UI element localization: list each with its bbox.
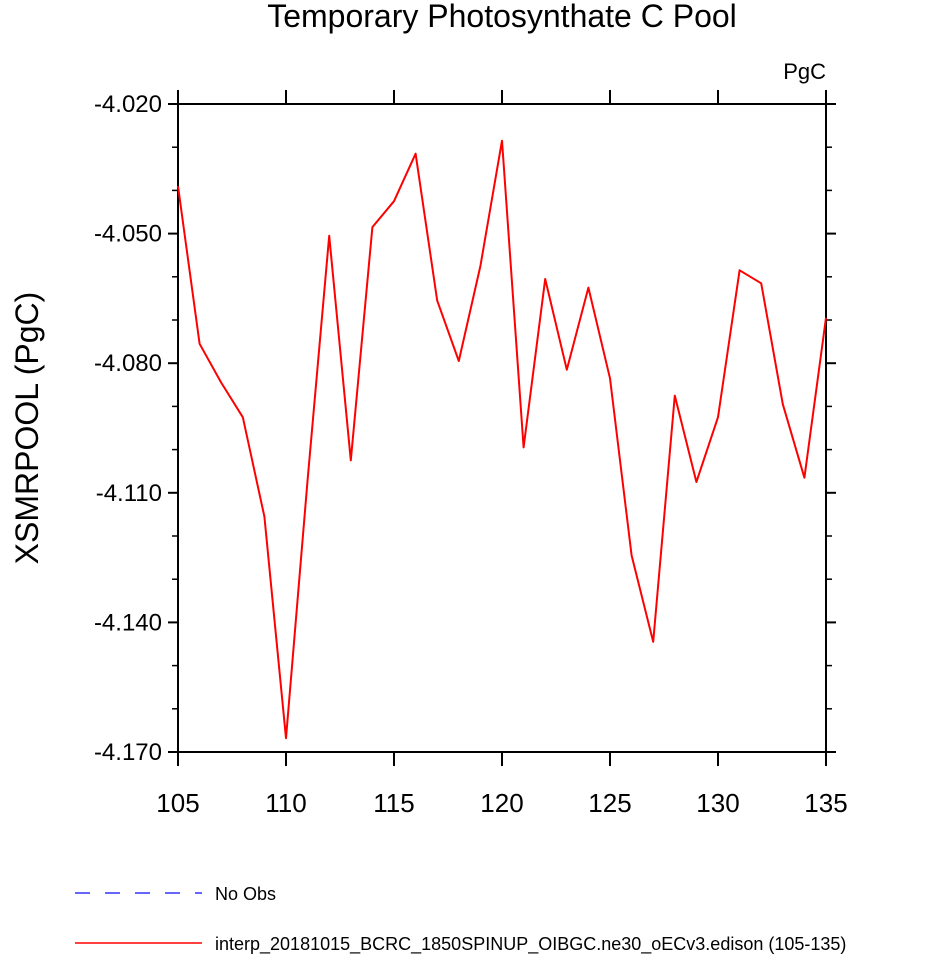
- y-tick-label: -4.110: [96, 480, 162, 507]
- y-axis-label: XSMRPOOL (PgC): [9, 292, 45, 565]
- x-tick-label: 105: [156, 788, 199, 818]
- chart-title: Temporary Photosynthate C Pool: [267, 0, 737, 34]
- y-tick-label: -4.080: [94, 350, 162, 377]
- series-layer: [177, 139, 827, 740]
- x-tick-label: 115: [373, 788, 414, 818]
- x-tick-label: 135: [804, 788, 847, 818]
- x-tick-label: 120: [480, 788, 523, 818]
- legend-label: interp_20181015_BCRC_1850SPINUP_OIBGC.ne…: [215, 934, 846, 955]
- y-tick-label: -4.050: [94, 221, 162, 248]
- x-axis: 105 110 115 120 125 130 135: [156, 90, 848, 818]
- legend-label: No Obs: [215, 884, 276, 904]
- x-tick-label: 110: [265, 788, 306, 818]
- y-tick-label: -4.140: [94, 609, 162, 636]
- plot-area: [177, 103, 827, 753]
- x-tick-label: 125: [588, 788, 631, 818]
- y-axis: -4.020 -4.050 -4.080 -4.110 -4.140 -4.170: [94, 91, 836, 766]
- legend: No Obs interp_20181015_BCRC_1850SPINUP_OI…: [75, 884, 846, 955]
- y-tick-label: -4.170: [94, 739, 162, 766]
- x-tick-label: 130: [696, 788, 739, 818]
- series-line: [177, 139, 827, 740]
- units-label: PgC: [783, 59, 826, 84]
- plot-frame: [177, 103, 827, 753]
- y-tick-label: -4.020: [94, 91, 162, 118]
